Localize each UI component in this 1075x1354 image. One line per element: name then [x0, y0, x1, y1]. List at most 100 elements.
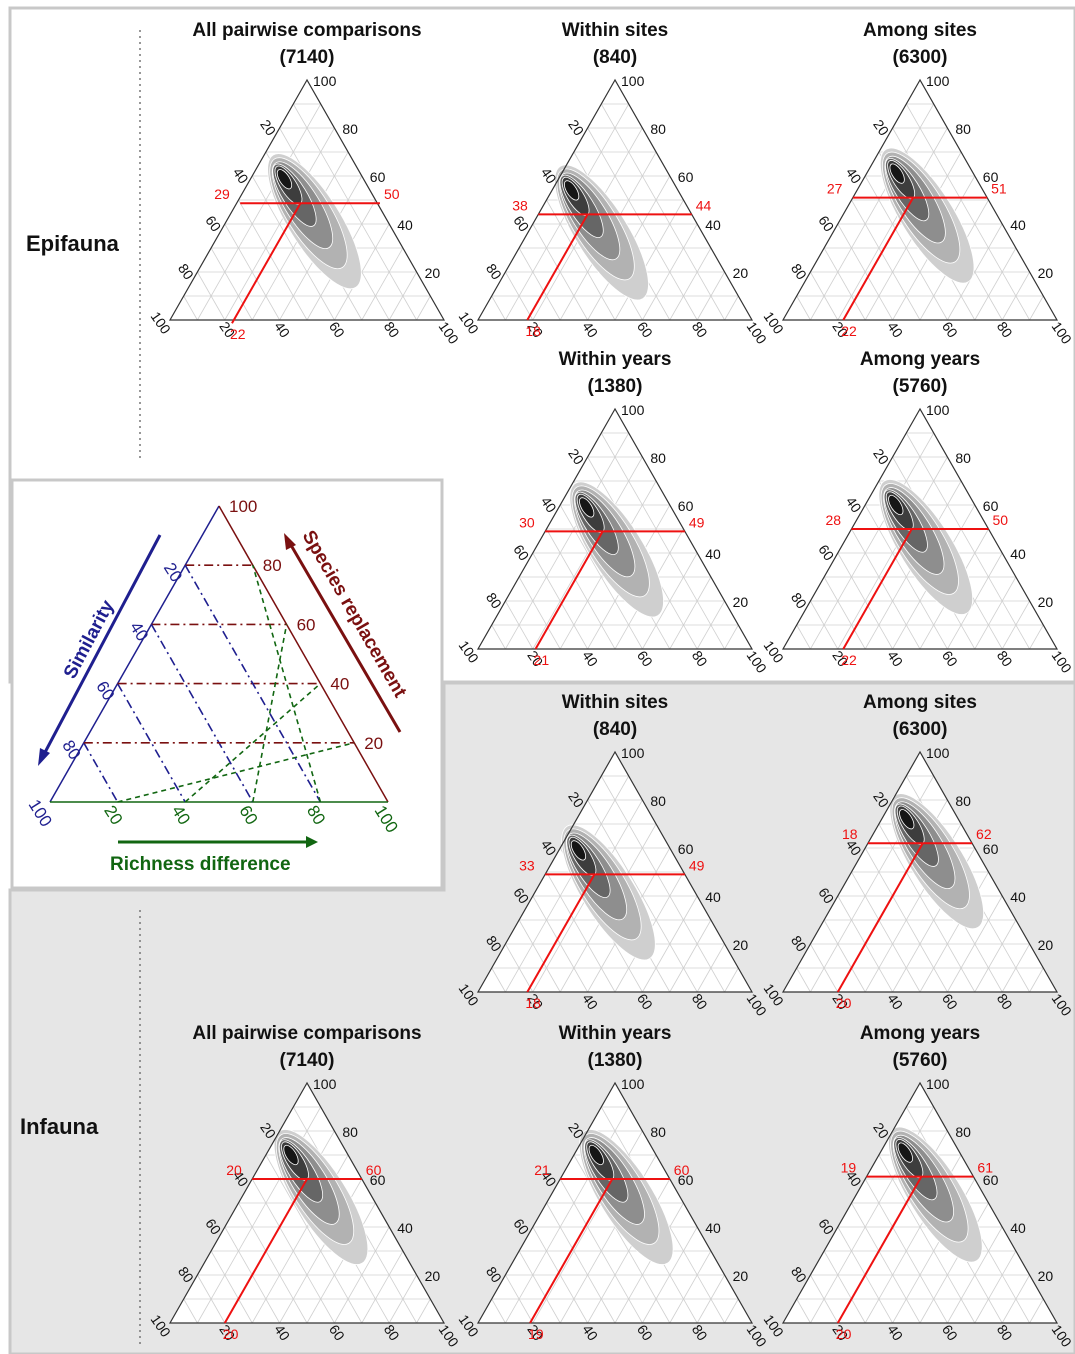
- legend-replacement-tick: 100: [229, 497, 257, 516]
- right-tick: 20: [733, 265, 749, 281]
- panel-count: (6300): [893, 47, 948, 68]
- ternary-panel: Within sites(840)10020202040404060606080…: [456, 692, 771, 1019]
- panel-count: (840): [593, 719, 637, 740]
- mean-marker: 33 49 18: [519, 857, 705, 1011]
- density-contour: [888, 494, 904, 516]
- gridline: [183, 1298, 198, 1324]
- replacement-value: 50: [384, 186, 400, 202]
- gridline: [505, 1274, 534, 1324]
- similarity-value: 28: [826, 512, 842, 528]
- panel-title: Among years: [860, 349, 980, 370]
- richness-value: 22: [230, 326, 246, 342]
- replacement-value: 49: [689, 857, 705, 873]
- right-tick: 60: [983, 841, 999, 857]
- gridline: [505, 432, 630, 650]
- similarity-value: 20: [226, 1162, 242, 1178]
- right-tick: 80: [955, 450, 971, 466]
- gridline: [696, 943, 725, 993]
- panel-count: (1380): [588, 376, 643, 397]
- density-contour: [276, 169, 293, 190]
- gridline: [532, 1226, 588, 1324]
- gridline: [947, 223, 1003, 321]
- gridline: [306, 1202, 376, 1324]
- panel-title: Within sites: [562, 20, 668, 41]
- replacement-value: 50: [993, 512, 1009, 528]
- apex-tick: 100: [926, 73, 950, 89]
- apex-tick: 100: [926, 1076, 950, 1092]
- gridline: [532, 895, 588, 993]
- gridline: [796, 295, 811, 321]
- gridline: [388, 1274, 417, 1324]
- apex-tick: 100: [926, 745, 950, 761]
- gridline: [724, 1298, 739, 1324]
- gridline: [491, 624, 506, 650]
- richness-marker-line: [526, 213, 589, 321]
- density-contour: [570, 840, 587, 861]
- gridline: [546, 528, 616, 650]
- similarity-value: 19: [841, 1160, 857, 1176]
- gridline: [210, 247, 253, 321]
- panel-count: (6300): [893, 719, 948, 740]
- gridline: [696, 1274, 725, 1324]
- gridline: [361, 1250, 404, 1324]
- right-tick: 20: [425, 265, 441, 281]
- triangle-outline: [168, 78, 446, 321]
- gridline: [238, 199, 308, 321]
- legend-right-edge: [218, 505, 389, 803]
- right-tick: 60: [983, 1172, 999, 1188]
- gridline: [491, 967, 506, 993]
- replacement-arrow: [286, 539, 402, 733]
- gridline: [518, 247, 561, 321]
- density-contours: [879, 147, 975, 284]
- gridline: [600, 432, 725, 650]
- density-contour: [283, 1144, 299, 1166]
- right-tick: 40: [1010, 217, 1026, 233]
- legend-grid: [49, 505, 389, 803]
- similarity-value: 21: [534, 1162, 550, 1178]
- apex-tick: 100: [621, 73, 645, 89]
- gridline: [416, 1298, 431, 1324]
- right-tick: 40: [397, 1220, 413, 1236]
- density-contours: [273, 1129, 369, 1265]
- richness-marker-line: [836, 1176, 923, 1324]
- mean-marker: 20 60 20: [223, 1162, 382, 1342]
- replacement-value: 61: [977, 1160, 993, 1176]
- right-tick: 60: [370, 169, 386, 185]
- richness-marker-line: [836, 842, 924, 993]
- right-tick: 80: [650, 121, 666, 137]
- density-contours: [579, 1129, 674, 1265]
- gridline: [416, 295, 431, 321]
- richness-marker-line: [842, 528, 913, 650]
- right-tick: 40: [1010, 546, 1026, 562]
- gridline: [810, 432, 935, 650]
- gridline: [1029, 295, 1044, 321]
- similarity-value: 29: [214, 186, 230, 202]
- density-contours: [561, 824, 656, 961]
- mean-marker: 21 60 19: [528, 1162, 690, 1342]
- right-tick: 20: [425, 1268, 441, 1284]
- apex-tick: 100: [313, 1076, 337, 1092]
- right-tick: 80: [342, 1124, 358, 1140]
- triangle-outline: [476, 407, 754, 650]
- replacement-value: 60: [674, 1162, 690, 1178]
- panel-title: All pairwise comparisons: [192, 20, 421, 41]
- gridline: [361, 247, 404, 321]
- density-contour: [889, 163, 905, 184]
- gridline: [1029, 967, 1044, 993]
- gridline: [724, 295, 739, 321]
- legend-left-edge: [49, 505, 220, 803]
- density-contour: [897, 1142, 913, 1163]
- gridline: [334, 1226, 390, 1324]
- gridline: [388, 271, 417, 321]
- right-tick: 60: [983, 498, 999, 514]
- panel-count: (1380): [588, 1050, 643, 1071]
- panel-title: Within sites: [562, 692, 668, 713]
- gridline: [851, 199, 921, 321]
- right-tick: 40: [397, 217, 413, 233]
- gridline: [210, 1250, 253, 1324]
- replacement-arrowhead: [284, 533, 296, 550]
- gridline: [796, 967, 811, 993]
- gridline: [224, 223, 280, 321]
- gridline: [1001, 1274, 1030, 1324]
